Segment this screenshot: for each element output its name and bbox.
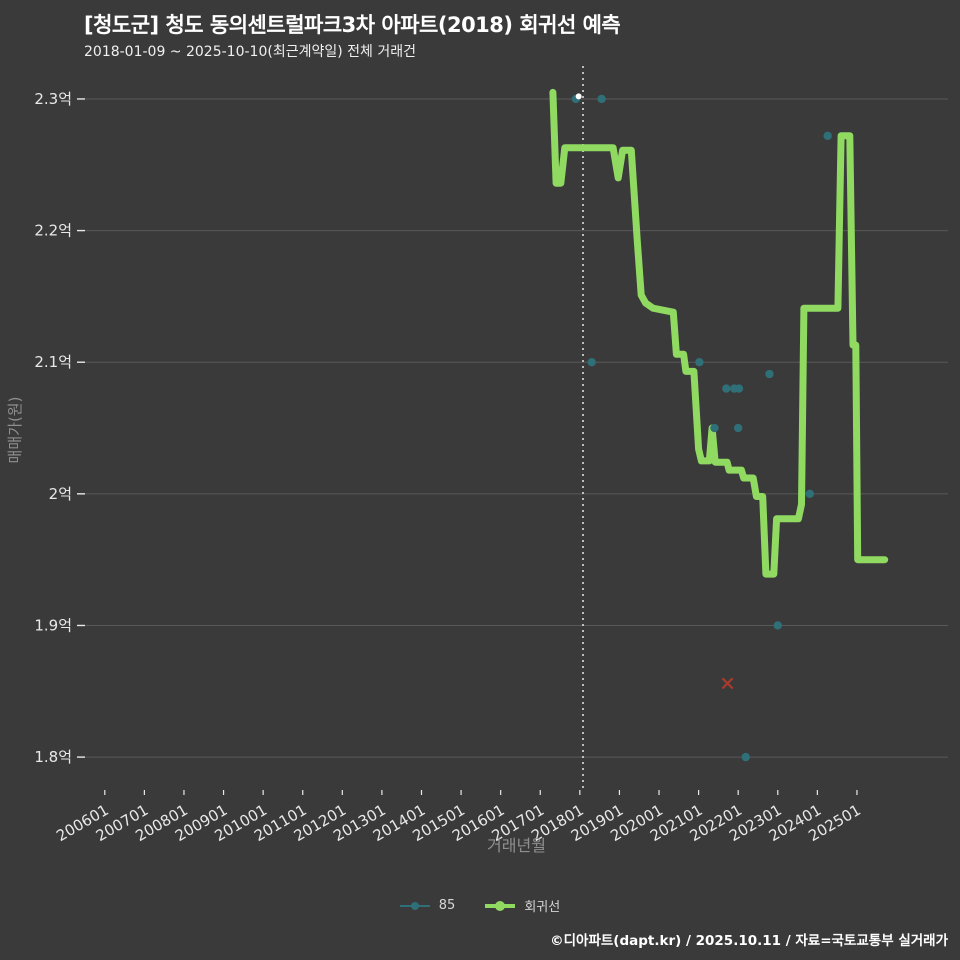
y-tick-label: 2억 (49, 485, 72, 503)
chart-subtitle: 2018-01-09 ~ 2025-10-10(최근계약일) 전체 거래건 (84, 44, 416, 60)
regression-line (549, 88, 889, 578)
highlight-point (575, 93, 582, 100)
scatter-point (741, 752, 750, 762)
scatter-point (722, 384, 731, 393)
scatter-point (734, 384, 744, 393)
y-tick-label: 1.9억 (34, 616, 72, 634)
legend: 85 회귀선 (0, 896, 960, 915)
outlier-x-center (726, 681, 729, 685)
scatter-point (805, 489, 815, 499)
legend-swatch-regression-icon (485, 900, 516, 912)
chart-title: [청도군] 청도 동의센트럴파크3차 아파트(2018) 회귀선 예측 (84, 13, 621, 37)
legend-item-regression: 회귀선 (485, 896, 560, 915)
scatter-point (823, 131, 832, 141)
y-tick-label: 2.2억 (34, 222, 72, 240)
legend-label-regression: 회귀선 (524, 900, 561, 915)
legend-label-85: 85 (438, 898, 456, 913)
scatter-point (773, 621, 782, 630)
scatter-point (597, 94, 606, 104)
legend-dot-regression (495, 900, 506, 911)
legend-dot-85 (410, 901, 419, 910)
scatter-point (695, 358, 704, 367)
y-tick-label: 1.8억 (34, 748, 72, 766)
outlier-x-marker (721, 677, 734, 689)
scatter-point (587, 358, 596, 367)
y-tick-label: 2.3억 (34, 90, 72, 108)
legend-swatch-85-icon (399, 900, 430, 912)
scatter-point (733, 423, 743, 433)
y-tick-label: 2.1억 (34, 353, 72, 371)
scatter-point (765, 369, 774, 379)
x-axis-title: 거래년월 (487, 836, 546, 855)
footer-credit: ©디아파트(dapt.kr) / 2025.10.11 / 자료=국토교통부 실… (550, 933, 948, 949)
scatter-point (710, 423, 719, 433)
legend-item-85: 85 (399, 898, 456, 913)
y-axis-title: 매매가(원) (6, 397, 24, 464)
